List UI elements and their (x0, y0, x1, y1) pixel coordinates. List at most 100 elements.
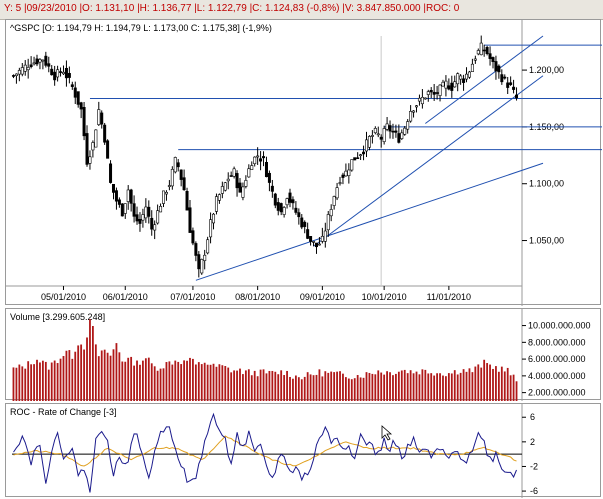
volume-bar (450, 373, 453, 401)
volume-bar (112, 349, 115, 401)
volume-ytick-label: 8.000.000.000 (528, 337, 586, 347)
volume-ytick-label: 6.000.000.000 (528, 354, 586, 364)
candle-body (156, 210, 160, 224)
volume-bar (197, 362, 200, 401)
volume-chart: 2.000.000.000 4.000.000.000 6.000.000.000 8… (12, 309, 591, 401)
volume-bar (106, 352, 109, 401)
volume-bar (150, 363, 153, 401)
volume-bar (386, 371, 388, 401)
candle-body (341, 174, 345, 178)
volume-bar (100, 350, 103, 401)
candle-body (394, 130, 398, 133)
candle-body (297, 212, 301, 218)
candle-body (32, 62, 36, 65)
volume-bar (497, 371, 500, 401)
candle-body (241, 186, 245, 198)
volume-bar (321, 376, 324, 401)
volume-bar (324, 371, 327, 401)
candle-body (129, 189, 133, 204)
candle-body (159, 206, 163, 213)
candle-body (256, 155, 260, 158)
volume-bar (215, 366, 218, 401)
volume-bar (159, 368, 162, 401)
volume-bar (74, 351, 77, 401)
volume-bar (180, 364, 183, 401)
volume-bar (83, 349, 85, 401)
mouse-cursor-icon (381, 425, 393, 441)
volume-bar (80, 344, 83, 401)
candle-body (279, 203, 283, 213)
volume-bar (389, 372, 391, 401)
volume-bar (156, 370, 159, 401)
candle-body (273, 193, 277, 206)
volume-bar (380, 372, 383, 401)
volume-bar (477, 364, 480, 401)
candle-body (38, 59, 42, 63)
volume-bar (289, 376, 291, 401)
volume-bar (327, 372, 330, 401)
trend-line (425, 35, 544, 124)
volume-bar (474, 366, 477, 401)
price-xtick-label: 05/01/2010 (41, 292, 86, 302)
volume-bar (39, 362, 41, 401)
volume-bar (403, 369, 406, 401)
candle-body (409, 111, 413, 122)
roc-ytick-label: 2 (530, 437, 535, 447)
candle-body (385, 123, 389, 130)
candle-body (64, 67, 68, 79)
roc-panel[interactable]: ROC - Rate of Change [-3] -6 -2 2 6 (5, 403, 601, 498)
volume-bar (342, 373, 344, 401)
volume-bar (89, 319, 91, 401)
volume-bar (280, 370, 283, 401)
volume-bar (500, 366, 503, 401)
roc-signal-line (13, 435, 517, 467)
roc-chart: -6 -2 2 6 (12, 404, 538, 498)
candle-body (138, 218, 142, 224)
candle-body (453, 81, 457, 88)
candle-body (470, 63, 474, 72)
volume-bar (62, 356, 65, 401)
candle-body (144, 206, 148, 219)
volume-bar (174, 360, 177, 401)
price-chart-panel[interactable]: ^GSPC [O: 1.194,79 H: 1.194,79 L: 1.173,… (5, 19, 602, 306)
volume-bar (506, 367, 509, 401)
candle-body (476, 50, 480, 55)
candle-body (294, 207, 298, 213)
candle-body (397, 133, 401, 143)
candle-body (103, 124, 107, 143)
volume-bar (118, 352, 121, 401)
candle-body (35, 58, 39, 65)
candle-body (59, 71, 63, 73)
roc-ytick-label: -6 (530, 486, 538, 496)
volume-bar (18, 364, 21, 401)
volume-bar (359, 377, 362, 401)
volume-bar (462, 369, 465, 401)
volume-bar (250, 375, 253, 401)
candle-body (353, 157, 357, 161)
candle-body (300, 217, 304, 228)
volume-panel[interactable]: Volume [3.299.605.248] 2.000.000.000 4.00… (5, 308, 601, 401)
volume-bar (274, 371, 277, 401)
volume-bar (374, 374, 377, 401)
volume-bar (142, 360, 144, 401)
volume-bar (265, 373, 268, 401)
volume-bar (12, 367, 15, 401)
volume-bar (427, 373, 430, 401)
candle-body (91, 142, 95, 151)
volume-bar (495, 366, 497, 401)
candle-body (379, 136, 383, 140)
candle-body (194, 243, 198, 256)
volume-bar (192, 358, 194, 401)
volume-bar (330, 371, 333, 401)
candle-body (14, 73, 18, 77)
candle-body (344, 170, 348, 177)
candle-body (214, 196, 218, 212)
volume-bar (268, 370, 271, 401)
volume-bar (92, 326, 94, 401)
candle-body (429, 89, 433, 93)
candle-body (188, 207, 192, 233)
candle-body (403, 127, 407, 135)
candle-body (420, 96, 424, 105)
candle-body (270, 185, 274, 192)
volume-bar (445, 376, 447, 401)
